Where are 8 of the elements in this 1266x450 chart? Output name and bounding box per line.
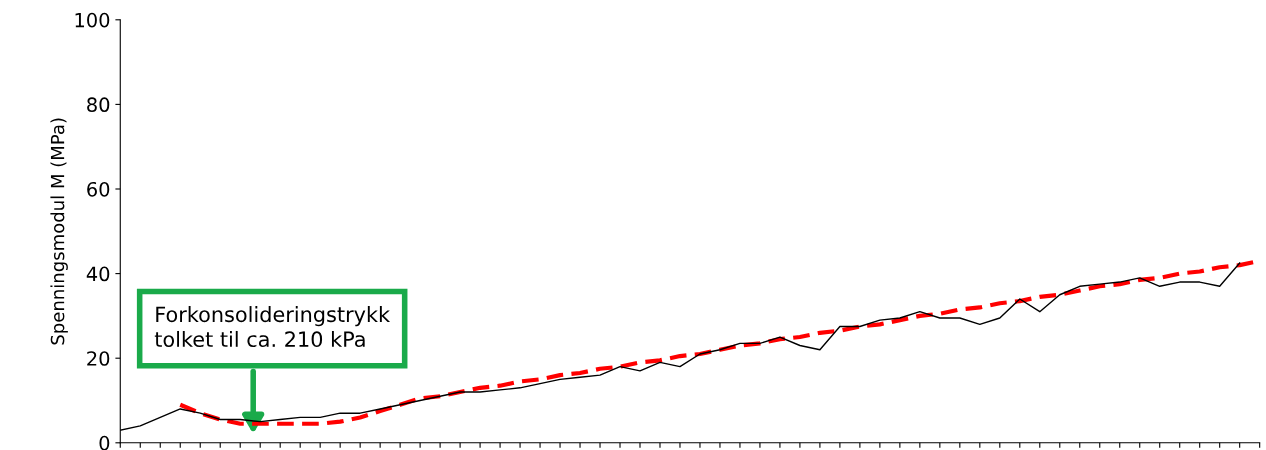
y-tick-label: 80 <box>87 97 110 113</box>
annotation: Forkonsolideringstrykk tolket til ca. 210 kPa <box>154 306 391 348</box>
y-tick-label: 20 <box>87 351 110 366</box>
y-tick-label: 60 <box>87 181 110 197</box>
y-tick-label: 40 <box>86 266 110 282</box>
y-tick-label: 100 <box>75 12 110 28</box>
y-axis-title: Spenningsmodul M (MPa) <box>50 118 68 345</box>
y-tick-label: 0 <box>99 435 110 450</box>
